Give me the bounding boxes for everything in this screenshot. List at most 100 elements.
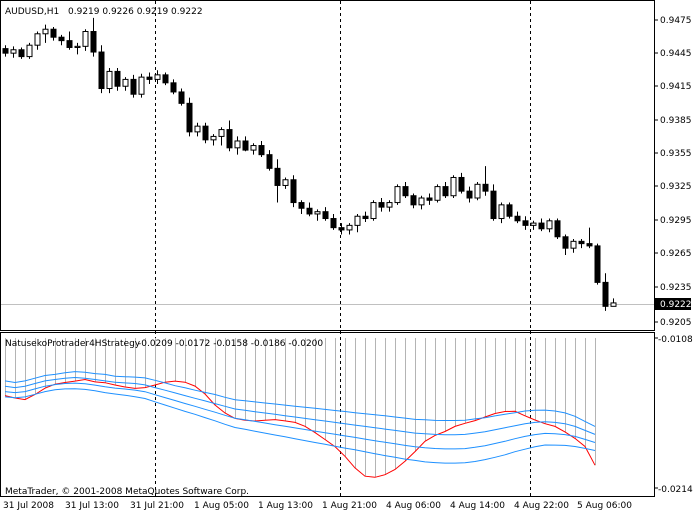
symbol-label: AUDUSD,H1 (5, 7, 59, 17)
candle-body-bullish (34, 33, 41, 46)
time-axis: 31 Jul 2008 31 Jul 13:00 31 Jul 21:00 1 … (3, 501, 632, 511)
candle-body-bullish (314, 211, 321, 215)
candle-body-bearish (522, 220, 529, 226)
candle-body-bullish (434, 186, 441, 201)
price-axis-label: 0.9385 (660, 116, 692, 126)
candle-body-bearish (50, 28, 57, 38)
signal-line (4, 378, 596, 478)
price-axis-label: 0.9475 (660, 16, 692, 26)
candle-body-bearish (130, 78, 137, 95)
candle-body-bullish (498, 204, 505, 220)
copyright-text: MetaTrader, © 2001-2008 MetaQuotes Softw… (5, 487, 249, 497)
candle-body-bullish (42, 28, 49, 35)
candle (250, 143, 257, 155)
candle-body-bearish (274, 167, 281, 186)
candle-body-bullish (210, 135, 217, 141)
candle (338, 223, 345, 235)
candle-body-bearish (306, 207, 313, 215)
candle-body-bullish (106, 70, 113, 90)
candle (490, 184, 497, 221)
candle (178, 88, 185, 106)
time-axis-label: 4 Aug 22:00 (514, 501, 569, 511)
candle-body-bullish (122, 78, 129, 87)
candle-body-bullish (474, 183, 481, 199)
candle (10, 46, 17, 58)
candle (474, 182, 481, 201)
candle (202, 122, 209, 144)
price-axis-label: 0.9355 (660, 149, 692, 159)
candle (210, 134, 217, 146)
candle-body-bearish (258, 145, 265, 156)
candle-body-bullish (450, 176, 457, 197)
candle-body-bearish (594, 245, 601, 283)
candle-body-bearish (114, 70, 121, 87)
candle-body-bearish (586, 243, 593, 247)
candle (306, 202, 313, 217)
candle (82, 29, 89, 51)
candle-body-bearish (482, 183, 489, 192)
candle (562, 234, 569, 256)
candle (194, 122, 201, 137)
candle (530, 220, 537, 230)
candle (170, 79, 177, 95)
candle-body-bearish (66, 40, 73, 48)
candle (578, 239, 585, 249)
candle (330, 213, 337, 230)
candle (2, 45, 9, 57)
candle (354, 213, 361, 233)
candle-body-bearish (186, 102, 193, 133)
candle (50, 26, 57, 41)
candle (66, 31, 73, 50)
candle (234, 136, 241, 155)
candle-body-bearish (602, 281, 609, 307)
candle (386, 200, 393, 212)
candle (162, 72, 169, 86)
candle (138, 73, 145, 98)
candlesticks (2, 17, 617, 311)
candle (274, 159, 281, 203)
candle-body-bearish (466, 190, 473, 199)
candle-body-bullish (218, 129, 225, 137)
price-axis-label: 0.9415 (660, 82, 692, 92)
candle (266, 150, 273, 171)
candle-body-bearish (338, 227, 345, 231)
candle (586, 227, 593, 249)
candle-body-bullish (10, 49, 17, 54)
candle-body-bearish (266, 154, 273, 169)
indicator-pane-frame (0, 332, 655, 497)
candle-body-bearish (226, 129, 233, 149)
candle-body-bullish (386, 202, 393, 208)
price-axis-label: 0.9235 (660, 283, 692, 293)
candle (570, 239, 577, 253)
candle-body-bearish (202, 125, 209, 141)
time-axis-label: 5 Aug 06:00 (577, 501, 632, 511)
candle-body-bearish (330, 218, 337, 229)
candle-body-bearish (538, 222, 545, 230)
candle (146, 72, 153, 84)
candle-body-bullish (154, 74, 161, 80)
candle-body-bearish (562, 236, 569, 249)
time-axis-label: 1 Aug 13:00 (258, 501, 313, 511)
candle (402, 182, 409, 198)
candle (482, 166, 489, 196)
candle (426, 193, 433, 205)
candle-body-bullish (282, 179, 289, 186)
candle (466, 186, 473, 203)
candle (298, 200, 305, 214)
price-axis-label: 0.9205 (660, 318, 692, 328)
indicator-lines (4, 371, 596, 478)
candle (218, 127, 225, 146)
candle-body-bullish (74, 45, 81, 48)
candle-body-bullish (610, 302, 617, 307)
band-line (4, 388, 596, 464)
candle (322, 207, 329, 221)
candle (242, 136, 249, 152)
time-axis-label: 31 Jul 21:00 (130, 501, 184, 511)
candle (26, 42, 33, 59)
band-line (4, 382, 596, 450)
time-axis-label: 4 Aug 14:00 (450, 501, 505, 511)
candle (458, 172, 465, 194)
candle-body-bearish (322, 211, 329, 220)
candle (122, 77, 129, 91)
